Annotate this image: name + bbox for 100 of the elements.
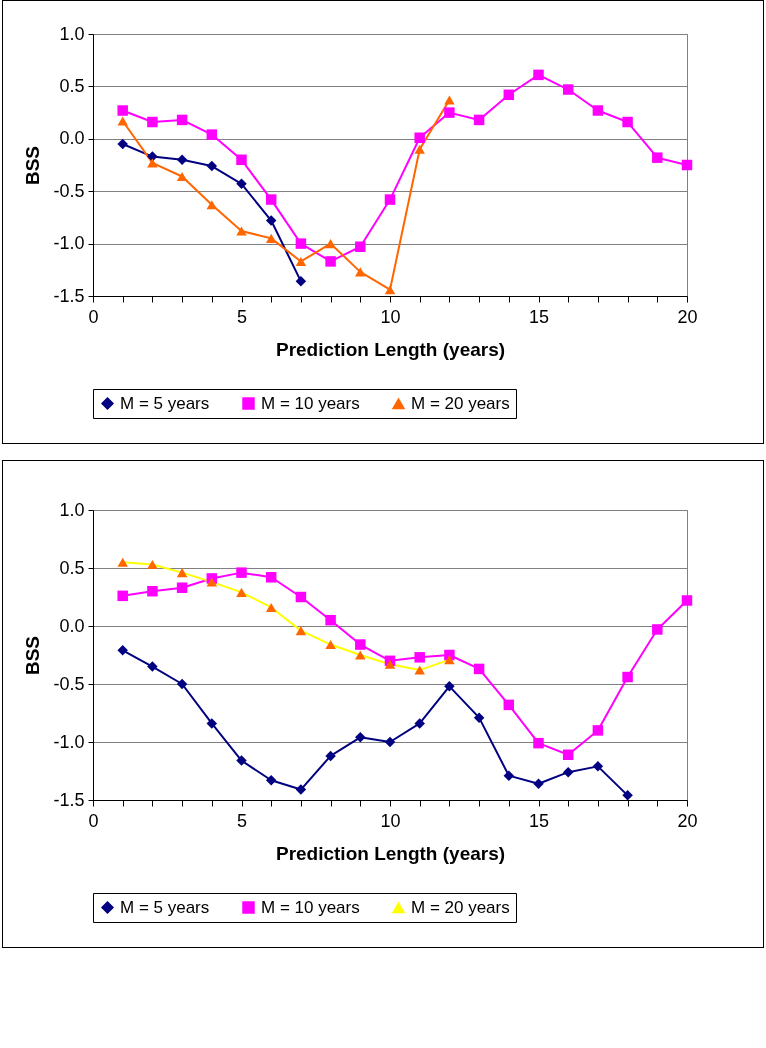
point: [444, 655, 455, 665]
x-tick-label: 0: [88, 306, 99, 327]
point: [147, 559, 158, 570]
y-tick-label: -1.0: [53, 731, 85, 752]
point: [295, 276, 307, 287]
point: [533, 69, 544, 81]
y-tick-label: -0.5: [53, 180, 85, 201]
point: [325, 640, 336, 650]
point: [147, 116, 158, 128]
point: [147, 585, 158, 597]
point: [176, 114, 188, 126]
point: [355, 650, 366, 660]
point: [117, 645, 128, 656]
point: [414, 144, 425, 154]
legend-label: M = 10 years: [261, 393, 360, 413]
x-tick-label: 5: [236, 306, 248, 327]
point: [444, 107, 455, 118]
point: [384, 285, 396, 295]
point: [117, 557, 128, 567]
point: [622, 671, 633, 683]
point: [176, 171, 188, 182]
point: [176, 568, 188, 578]
x-tick-label: 20: [677, 810, 698, 831]
y-tick-label: -0.5: [53, 673, 85, 694]
point: [206, 129, 218, 140]
point: [325, 614, 336, 626]
point: [176, 154, 188, 165]
point: [236, 154, 247, 165]
point: [206, 160, 218, 172]
point: [562, 84, 574, 95]
point: [176, 582, 188, 593]
point: [295, 591, 307, 603]
point: [355, 267, 366, 277]
point: [117, 105, 128, 116]
point: [414, 665, 425, 675]
x-tick-label: 15: [528, 810, 550, 831]
point: [355, 732, 366, 743]
point: [265, 775, 277, 786]
point: [384, 736, 396, 748]
point: [236, 755, 247, 766]
y-axis-title: BSS: [22, 145, 44, 186]
legend-label: M = 5 years: [120, 897, 210, 917]
point: [325, 750, 336, 762]
y-tick-label: 0.5: [59, 557, 85, 578]
x-tick-label: 10: [380, 810, 401, 831]
x-axis-title: Prediction Length (years): [275, 842, 506, 864]
point: [117, 116, 128, 126]
x-axis-title: Prediction Length (years): [275, 338, 506, 360]
x-tick-label: 5: [236, 810, 248, 831]
point: [473, 712, 485, 723]
point: [236, 178, 247, 190]
point: [206, 200, 218, 210]
point: [325, 256, 336, 267]
point: [592, 105, 604, 116]
point: [414, 132, 425, 143]
point: [562, 766, 574, 778]
point: [265, 215, 277, 226]
point: [236, 587, 247, 597]
point: [533, 778, 544, 789]
y-tick-label: 0.0: [59, 615, 85, 636]
point: [444, 95, 455, 105]
point: [473, 663, 485, 675]
point: [147, 151, 158, 162]
point: [681, 595, 693, 606]
point: [265, 194, 277, 205]
point: [265, 602, 277, 612]
point: [622, 790, 633, 801]
point: [652, 152, 663, 163]
point: [295, 238, 307, 249]
point: [117, 590, 128, 602]
point: [295, 256, 307, 266]
y-tick-label: 0.5: [59, 75, 85, 96]
point: [503, 699, 515, 711]
legend-label: M = 20 years: [411, 897, 510, 917]
point: [147, 661, 158, 672]
point: [562, 749, 574, 760]
point: [592, 725, 604, 736]
point: [503, 89, 515, 101]
point: [384, 659, 396, 669]
point: [176, 678, 188, 690]
point: [117, 138, 128, 150]
point: [265, 233, 277, 243]
x-tick-label: 0: [88, 810, 99, 831]
y-tick-label: 1.0: [59, 499, 85, 520]
legend-label: M = 5 years: [120, 393, 210, 413]
point: [147, 158, 158, 168]
y-tick-label: -1.5: [53, 285, 85, 306]
point: [592, 761, 604, 772]
legend-label: M = 10 years: [261, 897, 360, 917]
point: [622, 116, 633, 128]
legend-label: M = 20 years: [411, 393, 510, 413]
point: [414, 718, 425, 729]
point: [355, 639, 366, 650]
point: [236, 226, 247, 236]
point: [503, 770, 515, 781]
x-tick-label: 10: [380, 306, 401, 327]
point: [355, 241, 366, 252]
y-tick-label: -1.5: [53, 789, 85, 810]
y-axis-title: BSS: [22, 635, 44, 676]
point: [206, 718, 218, 729]
